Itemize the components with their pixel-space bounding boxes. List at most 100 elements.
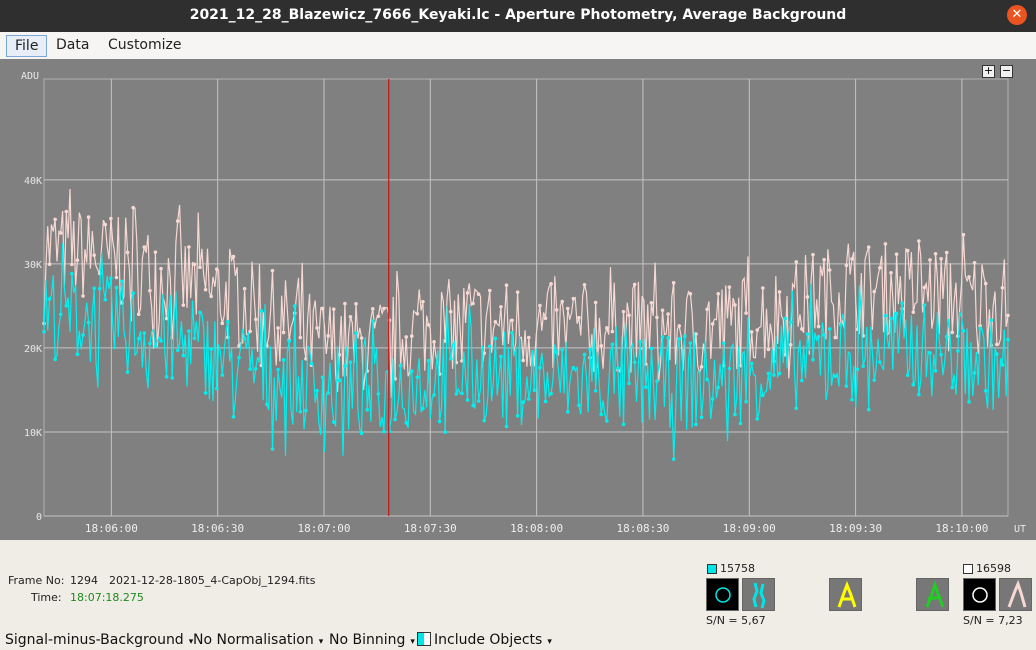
series-point bbox=[75, 352, 80, 357]
series-point bbox=[560, 348, 565, 352]
series-point bbox=[465, 291, 470, 295]
series-point bbox=[543, 316, 548, 321]
series-point bbox=[47, 297, 52, 301]
plot-canvas[interactable]: 0 10K 20K 30K 40K 18:06:00 18:06:30 18:07:00 18:… bbox=[0, 59, 1036, 540]
series-point bbox=[404, 335, 408, 339]
target-aperture-thumb[interactable] bbox=[706, 578, 739, 611]
check-aperture-thumb[interactable] bbox=[963, 578, 996, 611]
series-point bbox=[727, 285, 732, 290]
series-point bbox=[989, 318, 994, 323]
series-point bbox=[187, 329, 191, 333]
series-point bbox=[64, 209, 69, 214]
series-point bbox=[905, 248, 910, 253]
target-value: 15758 bbox=[720, 562, 755, 575]
series-point bbox=[203, 287, 208, 292]
series-point bbox=[722, 341, 726, 346]
check-color-swatch bbox=[963, 564, 973, 574]
series-point bbox=[822, 333, 826, 337]
series-point bbox=[131, 205, 135, 210]
comparison1-thumb[interactable] bbox=[829, 578, 862, 611]
series-point bbox=[710, 322, 715, 326]
series-point bbox=[92, 253, 96, 258]
zoom-out-button[interactable]: − bbox=[1000, 64, 1013, 78]
series-point bbox=[922, 285, 927, 290]
mode-dropdown[interactable]: Signal-minus-Background ▾ bbox=[5, 632, 193, 648]
series-point bbox=[331, 420, 336, 424]
series-point bbox=[1000, 363, 1005, 367]
series-point bbox=[922, 303, 927, 307]
series-point bbox=[153, 344, 158, 348]
x-axis-label: UT bbox=[1014, 524, 1026, 535]
series-point bbox=[632, 282, 637, 287]
series-point bbox=[170, 376, 174, 380]
series-point bbox=[376, 392, 381, 396]
series-point bbox=[766, 371, 771, 376]
y-tick-label: 10K bbox=[24, 428, 42, 439]
series-point bbox=[109, 276, 113, 280]
series-point bbox=[549, 391, 553, 396]
series-point bbox=[504, 283, 509, 287]
menu-data[interactable]: Data bbox=[56, 37, 90, 53]
series-point bbox=[660, 335, 665, 339]
series-point bbox=[415, 311, 420, 316]
series-point bbox=[510, 330, 514, 335]
series-point bbox=[878, 265, 882, 270]
comparison2-thumb[interactable] bbox=[916, 578, 949, 611]
series-point bbox=[788, 343, 793, 347]
series-point bbox=[114, 275, 119, 280]
series-point bbox=[961, 232, 966, 237]
y-axis-label: ADU bbox=[21, 71, 39, 82]
series-point bbox=[515, 414, 520, 418]
series-point bbox=[677, 336, 682, 341]
light-curve-plot[interactable]: 0 10K 20K 30K 40K 18:06:00 18:06:30 18:07:00 18:… bbox=[0, 59, 1036, 540]
zoom-in-button[interactable]: + bbox=[982, 64, 995, 78]
normalisation-dropdown[interactable]: No Normalisation ▾ bbox=[193, 632, 323, 648]
series-point bbox=[894, 311, 899, 316]
target-sn: S/N = 5,67 bbox=[706, 614, 766, 627]
y-tick-label: 0 bbox=[36, 512, 42, 523]
series-point bbox=[136, 312, 141, 317]
series-point bbox=[571, 296, 576, 301]
series-point bbox=[794, 260, 799, 264]
series-point bbox=[632, 360, 637, 365]
series-point bbox=[337, 378, 342, 383]
series-point bbox=[86, 320, 91, 325]
series-point bbox=[382, 429, 386, 434]
binning-dropdown[interactable]: No Binning ▾ bbox=[329, 632, 415, 648]
series-point bbox=[666, 312, 670, 316]
series-point bbox=[298, 409, 303, 414]
series-point bbox=[187, 245, 191, 249]
series-point bbox=[320, 375, 325, 380]
series-point bbox=[426, 323, 431, 327]
series-point bbox=[521, 358, 526, 363]
series-point bbox=[448, 309, 453, 314]
menu-customize[interactable]: Customize bbox=[108, 37, 182, 53]
series-point bbox=[281, 358, 286, 362]
menu-file[interactable]: File bbox=[6, 35, 48, 57]
series-point bbox=[610, 329, 615, 334]
series-point bbox=[409, 334, 414, 338]
include-objects-dropdown[interactable]: Include Objects ▾ bbox=[417, 632, 552, 648]
check-star-thumb[interactable] bbox=[999, 578, 1032, 611]
series-point bbox=[482, 418, 487, 423]
series-point bbox=[103, 222, 108, 227]
close-button[interactable]: ✕ bbox=[1007, 5, 1027, 25]
series-point bbox=[448, 356, 453, 361]
series-point bbox=[671, 281, 676, 285]
series-point bbox=[744, 311, 748, 315]
series-point bbox=[571, 365, 576, 370]
series-point bbox=[655, 379, 659, 384]
target-star-thumb[interactable] bbox=[742, 578, 775, 611]
series-point bbox=[833, 335, 838, 340]
series-point bbox=[610, 342, 615, 347]
series-point bbox=[839, 323, 843, 327]
series-point bbox=[593, 300, 598, 305]
series-point bbox=[538, 303, 542, 308]
series-point bbox=[47, 262, 52, 267]
series-point bbox=[599, 412, 604, 417]
series-point bbox=[844, 384, 849, 388]
y-tick-label: 20K bbox=[24, 344, 42, 355]
series-point bbox=[58, 231, 63, 235]
series-point bbox=[805, 295, 810, 299]
series-point bbox=[220, 321, 225, 326]
